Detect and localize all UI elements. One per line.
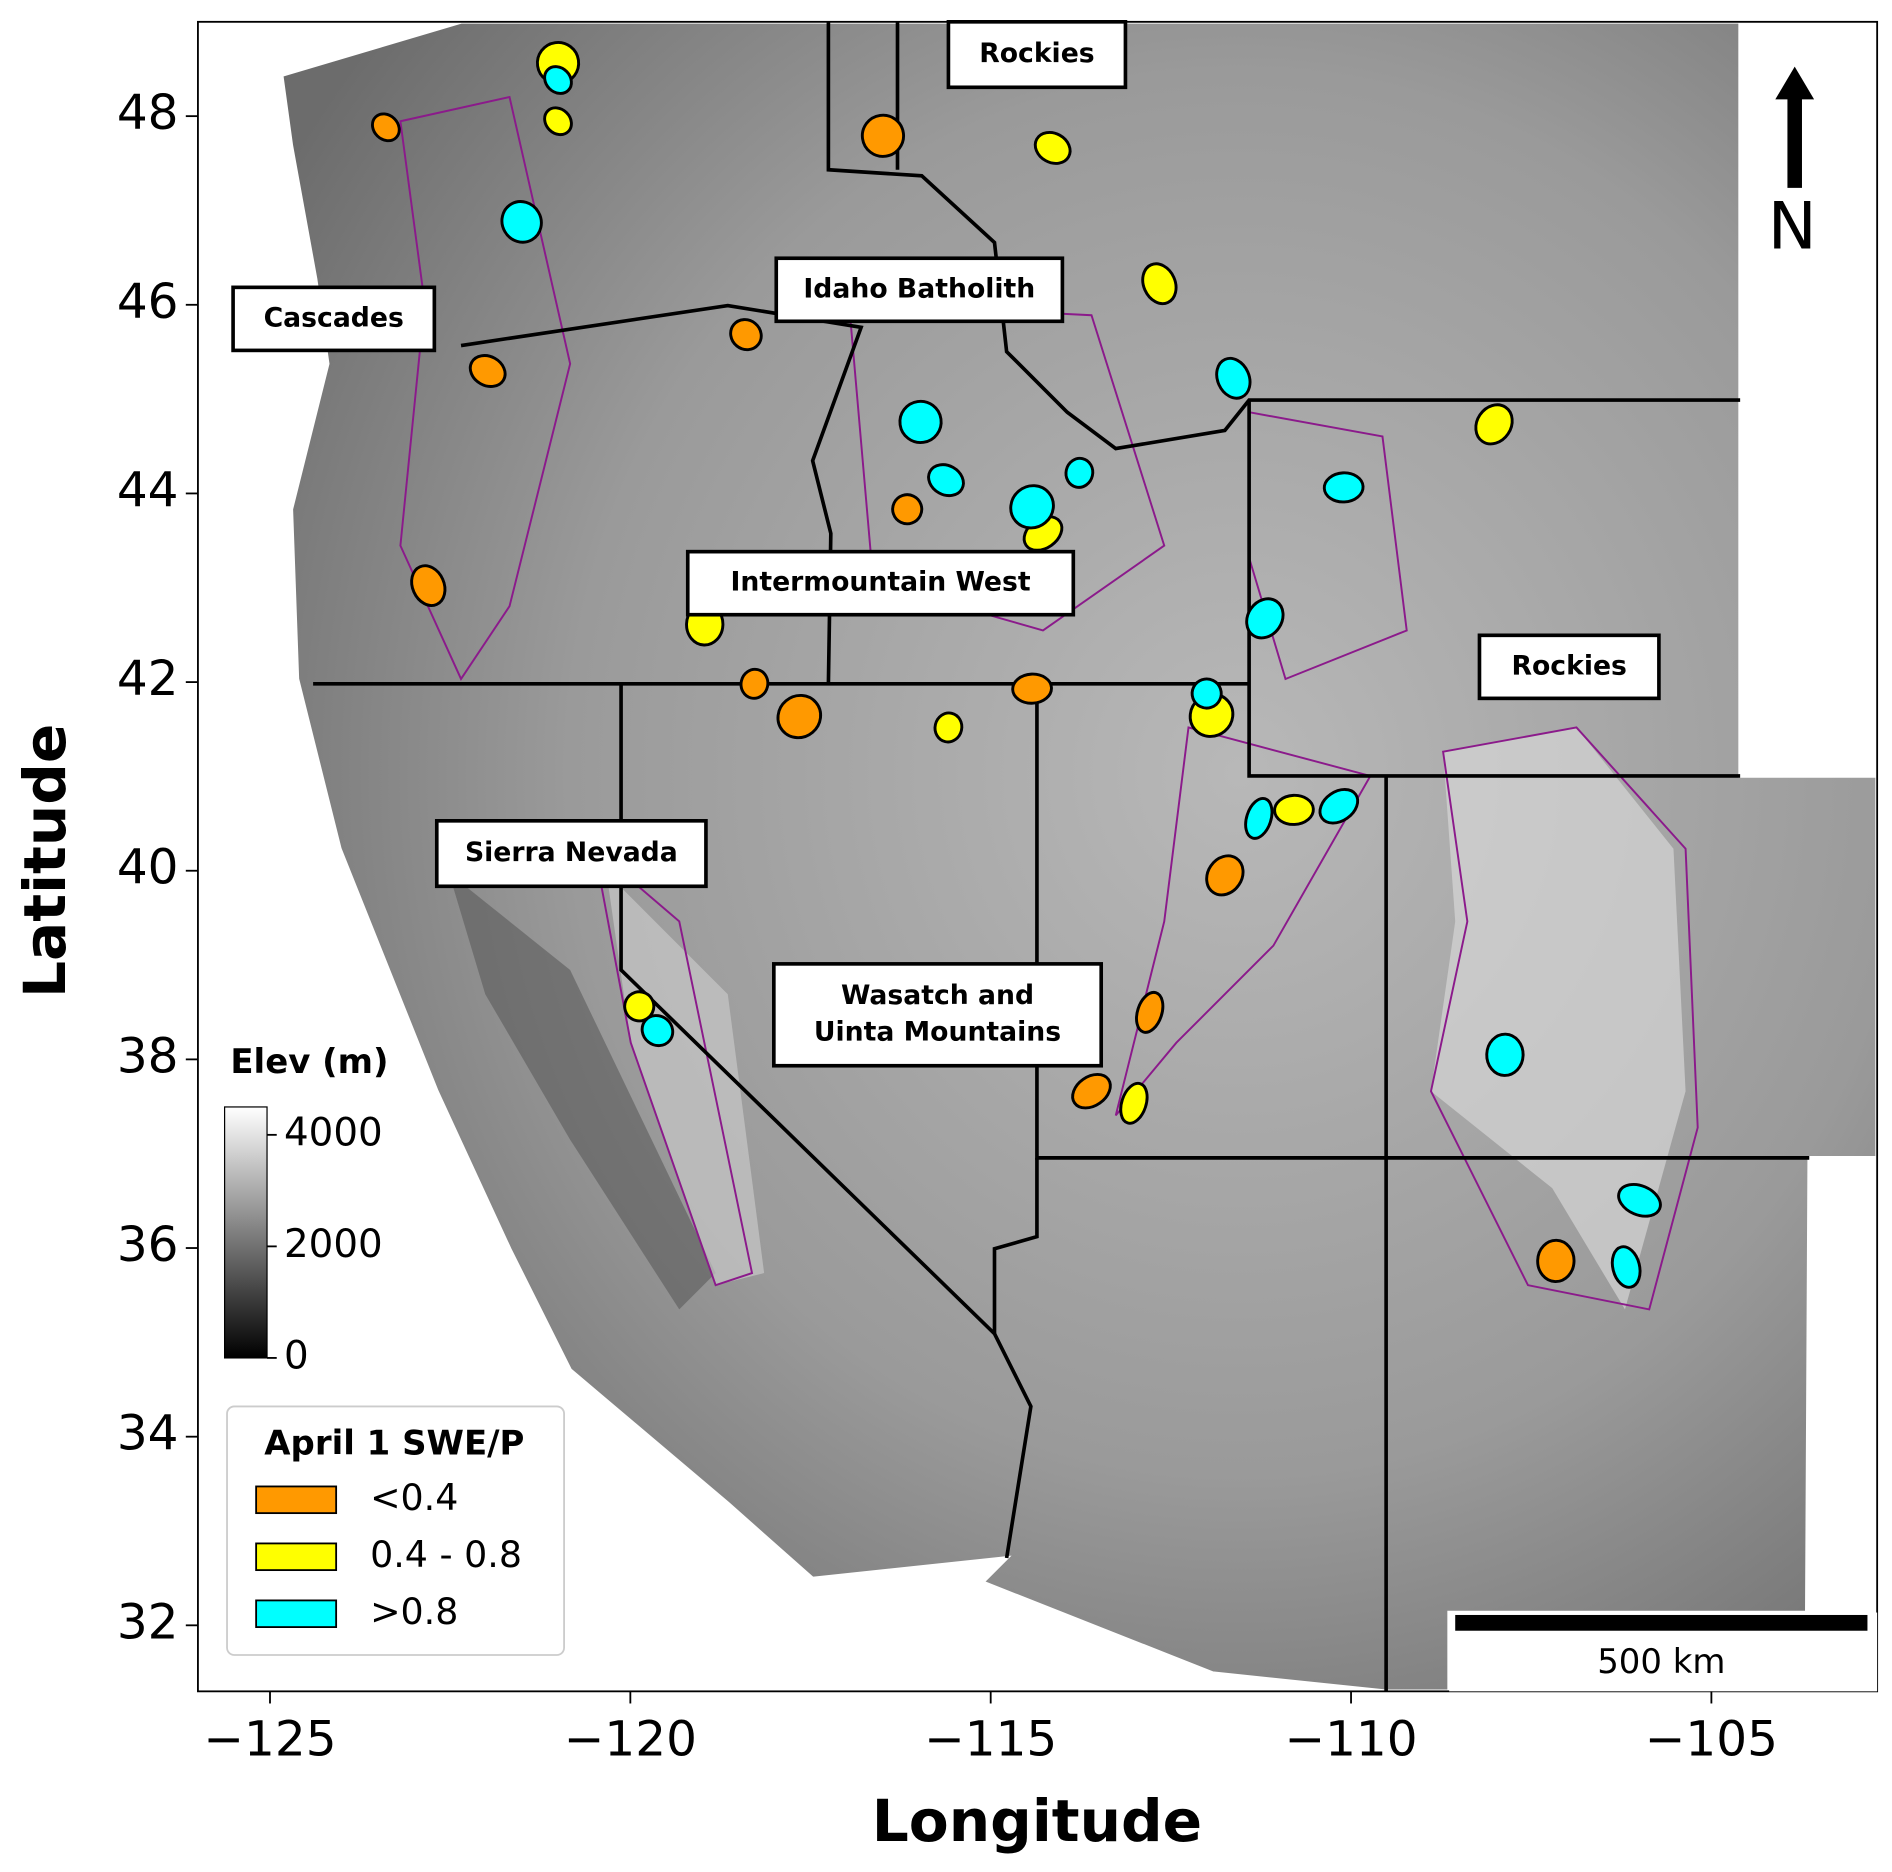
basin [1071,1072,1112,1110]
basin [1215,356,1252,400]
basin [1135,990,1165,1034]
region-box [231,285,437,353]
high-terrain [606,872,765,1286]
legend-label: <0.4 [370,1476,458,1519]
basin [1205,854,1245,897]
basin [410,564,447,607]
colorbar-bar [223,1106,268,1359]
mountain-outline [1429,726,1699,1311]
colorbar: Elev (m) 0 2000 4000 [223,1042,389,1378]
basin [1485,1032,1525,1077]
region-box [685,549,1076,617]
legend-swatch [255,1599,338,1628]
state-border [1247,400,1741,778]
region-label: Rockies [979,38,1094,69]
y-tick-label: 32 [117,1594,179,1650]
basin [1141,262,1178,306]
basin [1536,1238,1576,1283]
x-tick-label: −115 [924,1711,1057,1767]
region-box [946,20,1128,90]
basin [1617,1182,1662,1218]
basin [860,113,906,158]
basin [891,493,924,526]
north-arrow-head [1775,66,1815,100]
legend-box [226,1405,565,1656]
y-tick-label: 44 [117,462,179,518]
region-label: Sierra Nevada [465,837,678,868]
colorbar-tick-label: 2000 [284,1222,383,1267]
legend: April 1 SWE/P <0.4 0.4 - 0.8 >0.8 [226,1405,565,1656]
basin [1245,597,1285,640]
y-tick-label: 46 [117,274,179,330]
state-border [1035,683,1810,1160]
y-tick-label: 42 [117,651,179,707]
basin [1273,793,1315,826]
basin [1119,1081,1149,1125]
basin [1011,672,1053,705]
region-box [772,962,1104,1068]
scale-label: 500 km [1597,1642,1725,1682]
region-box [1477,633,1661,701]
region-label: Wasatch and [841,980,1034,1011]
colorbar-tick-label: 4000 [284,1110,383,1155]
basin [371,112,401,143]
legend-swatch [255,1542,338,1572]
basin [1610,1245,1642,1289]
basin [543,106,573,137]
region-label: Intermountain West [730,567,1030,598]
y-tick-label: 38 [117,1028,179,1084]
legend-label: 0.4 - 0.8 [370,1533,522,1576]
x-tick-label: −125 [203,1711,336,1767]
region-label: Uinta Mountains [814,1016,1061,1047]
basin [1322,471,1365,504]
legend-title: April 1 SWE/P [264,1424,524,1464]
scale-bar: 500 km [1449,1612,1878,1692]
x-tick-label: −110 [1284,1711,1417,1767]
x-axis-label: Longitude [872,1787,1202,1855]
basin [468,354,507,388]
basin [1244,796,1274,840]
basin [933,711,964,744]
north-label: N [1768,188,1817,264]
basin [776,693,823,740]
region-box [774,256,1065,324]
x-tick-label: −105 [1645,1711,1778,1767]
x-tick-label: −120 [564,1711,697,1767]
high-terrain [1430,727,1686,1310]
y-tick-label: 48 [117,85,179,141]
basin [1009,484,1055,530]
basin [1318,788,1360,825]
basins [371,40,1662,1289]
basin [500,200,543,244]
region-label: Cascades [264,302,404,333]
valley [448,872,716,1310]
basin [729,318,763,352]
region-label: Rockies [1511,650,1626,681]
basin [1474,403,1514,446]
basin [739,667,770,700]
basin [898,399,943,444]
state-border [992,1157,1039,1334]
y-tick-label: 40 [117,840,179,896]
basin [1033,130,1072,165]
y-tick-label: 34 [117,1406,179,1462]
scale-bar-line [1455,1614,1868,1631]
legend-swatch [255,1485,338,1515]
basin [1064,456,1095,489]
basin [640,1014,675,1048]
colorbar-title: Elev (m) [230,1042,388,1082]
legend-label: >0.8 [370,1590,458,1633]
colorbar-tick-label: 0 [284,1333,309,1378]
y-tick-label: 36 [117,1217,179,1273]
region-labels: Cascades Rockies Idaho Batholith Intermo… [231,20,1661,1068]
y-axis-label: Latitude [11,724,79,998]
north-arrow: N [1768,66,1817,264]
basin [1190,677,1223,710]
region-box [434,819,708,889]
basin [543,65,573,95]
basin [927,463,965,498]
state-border [826,21,1741,451]
region-label: Idaho Batholith [803,273,1035,304]
